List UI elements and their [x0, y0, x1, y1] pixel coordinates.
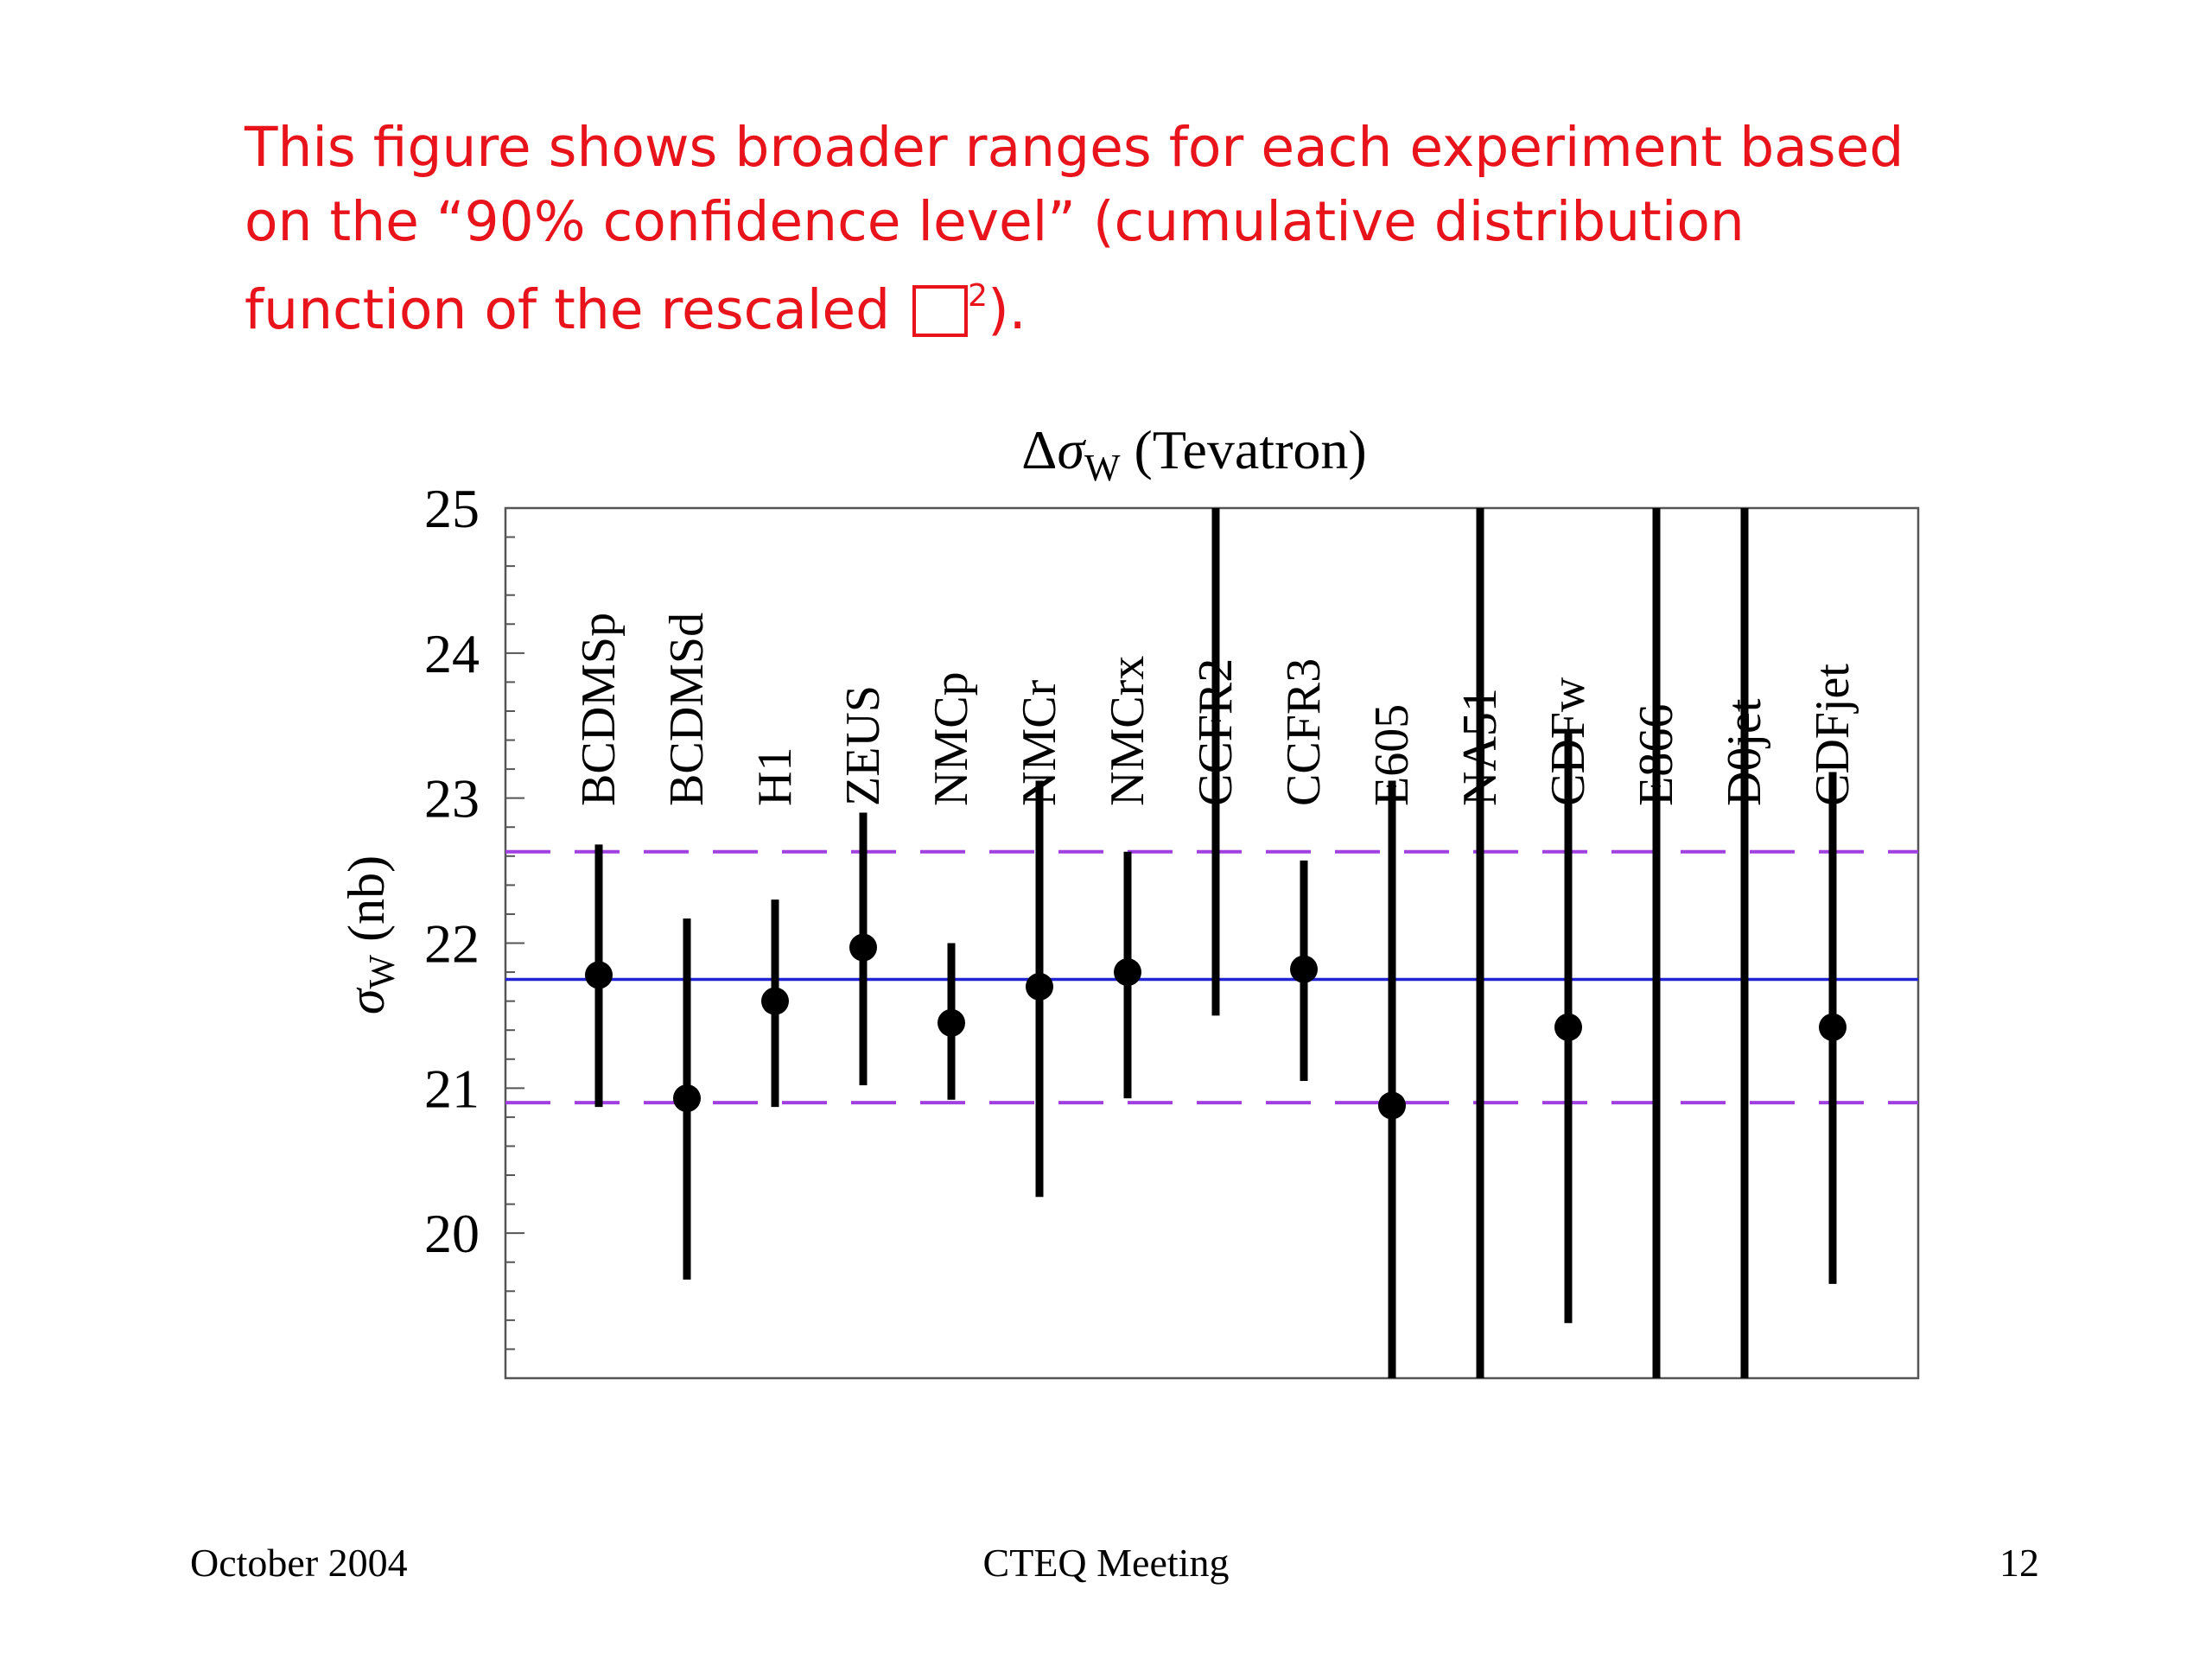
caption-line-3-prefix: function of the rescaled	[245, 278, 908, 341]
point-bcdmsp	[585, 961, 613, 989]
label-zeus: ZEUS	[836, 685, 890, 806]
y-axis-label: σW (nb)	[338, 855, 403, 1014]
chart-title-delta: Δ	[1021, 419, 1057, 480]
chart-title-rest: (Tevatron)	[1121, 419, 1367, 480]
footer-date: October 2004	[190, 1541, 408, 1585]
point-cdfjet	[1819, 1013, 1847, 1041]
y-axis-label-rest: (nb)	[338, 855, 395, 955]
slide-caption: This figure shows broader ranges for eac…	[245, 111, 2016, 347]
y-tick-label: 25	[424, 478, 480, 539]
point-nmcp	[938, 1008, 965, 1037]
point-bcdmsd	[673, 1084, 701, 1113]
point-ccfr3	[1290, 955, 1318, 983]
label-bcdmsp: BCDMSp	[572, 613, 626, 806]
y-axis-label-sigma: σ	[338, 987, 395, 1014]
point-e605	[1378, 1091, 1406, 1120]
caption-superscript: 2	[968, 278, 988, 314]
y-tick-label: 21	[424, 1058, 480, 1119]
caption-line-3-suffix: ).	[988, 278, 1027, 341]
point-nmcrx	[1114, 958, 1141, 987]
label-h1: H1	[748, 747, 802, 806]
caption-line-1: This figure shows broader ranges for eac…	[245, 116, 1904, 179]
point-h1	[761, 987, 789, 1015]
missing-glyph-box	[912, 285, 969, 337]
point-nmcr	[1026, 972, 1053, 1001]
caption-line-2: on the “90% confidence level” (cumulativ…	[245, 190, 1745, 253]
footer-page-number: 12	[1999, 1541, 2039, 1585]
y-axis-label-subscript: W	[363, 955, 403, 989]
footer-title: CTEQ Meeting	[982, 1541, 1230, 1585]
chart-title-subscript: W	[1084, 447, 1121, 489]
chart-title: ΔσW (Tevatron)	[1021, 419, 1366, 489]
y-tick-label: 24	[424, 623, 480, 684]
point-zeus	[849, 933, 877, 962]
y-tick-label: 23	[424, 768, 480, 830]
y-tick-label: 22	[424, 913, 480, 975]
label-bcdmsd: BCDMSd	[660, 613, 714, 806]
y-tick-label: 20	[424, 1203, 480, 1264]
label-nmcp: NMCp	[925, 671, 978, 806]
point-cdfw	[1554, 1013, 1582, 1041]
chart-title-sigma: σ	[1057, 419, 1086, 480]
caption-line-3: function of the rescaled 2).	[245, 259, 2016, 347]
label-nmcrx: NMCrx	[1101, 656, 1154, 806]
label-ccfr3: CCFR3	[1277, 658, 1331, 806]
